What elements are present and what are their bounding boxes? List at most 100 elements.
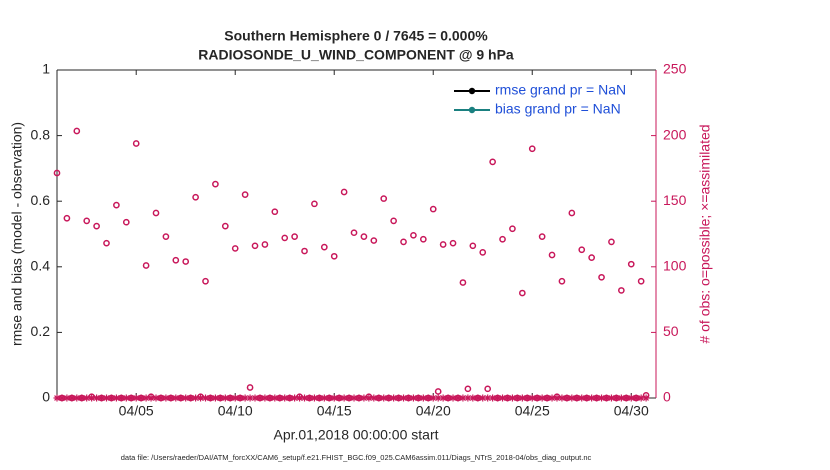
- data-point: [93, 222, 100, 230]
- data-point: [385, 394, 393, 402]
- x-axis-label: Apr.01,2018 00:00:00 start: [273, 427, 438, 443]
- data-point: [568, 394, 576, 402]
- data-point: [340, 188, 348, 196]
- data-point: [98, 394, 106, 402]
- data-point: [162, 394, 170, 402]
- data-point: [212, 180, 219, 188]
- data-point: [419, 394, 427, 402]
- data-point: [503, 394, 511, 402]
- data-point: [345, 394, 353, 402]
- data-point: [459, 394, 467, 402]
- data-point: [251, 394, 259, 402]
- data-point: [152, 209, 160, 217]
- data-point: [182, 394, 190, 402]
- y2-tick-label: 250: [663, 61, 687, 77]
- data-point: [613, 394, 620, 402]
- data-point: [187, 394, 195, 402]
- data-point: [306, 394, 313, 402]
- data-point: [622, 394, 630, 402]
- data-point: [409, 394, 417, 402]
- data-point: [226, 394, 234, 402]
- data-point: [157, 394, 165, 402]
- y-tick-label: 0.2: [31, 323, 51, 339]
- data-point: [583, 394, 591, 402]
- data-point: [177, 394, 185, 402]
- data-point: [518, 394, 526, 402]
- data-point: [192, 193, 199, 201]
- data-point: [504, 394, 511, 402]
- data-point: [335, 394, 343, 402]
- data-point: [231, 245, 239, 252]
- data-point: [509, 225, 516, 233]
- data-point: [568, 209, 576, 217]
- data-point: [385, 394, 393, 402]
- data-point: [642, 392, 650, 399]
- data-point: [286, 394, 294, 402]
- data-point: [305, 394, 313, 402]
- data-point: [310, 394, 318, 402]
- data-point: [117, 394, 125, 402]
- data-point: [449, 394, 457, 402]
- y-tick-label: 0: [42, 389, 50, 405]
- data-point: [330, 252, 338, 260]
- data-point: [301, 394, 309, 402]
- data-point: [429, 394, 437, 402]
- data-point: [113, 201, 120, 209]
- data-point: [360, 394, 368, 402]
- data-point: [296, 394, 304, 402]
- data-point: [73, 394, 81, 402]
- data-point: [598, 273, 605, 281]
- data-point: [390, 394, 398, 402]
- data-point: [533, 394, 541, 402]
- data-point: [93, 394, 101, 402]
- data-point: [593, 394, 600, 402]
- data-point: [424, 394, 432, 402]
- data-point: [53, 394, 61, 402]
- data-point: [499, 235, 506, 243]
- y2-tick-label: 50: [663, 323, 679, 339]
- data-point: [256, 394, 264, 402]
- data-point: [350, 394, 358, 402]
- data-point: [429, 205, 437, 213]
- data-point: [632, 394, 640, 402]
- data-point: [563, 394, 571, 402]
- data-point: [434, 394, 442, 402]
- data-point: [241, 394, 249, 402]
- data-point: [469, 394, 477, 402]
- data-point: [246, 394, 254, 402]
- data-point: [78, 394, 86, 402]
- data-point: [553, 394, 561, 402]
- data-point: [608, 238, 615, 246]
- data-point: [276, 394, 284, 402]
- data-point: [118, 394, 125, 402]
- data-point: [261, 394, 269, 402]
- data-point: [73, 127, 81, 135]
- data-point: [296, 393, 303, 401]
- data-point: [454, 394, 462, 402]
- data-point: [261, 241, 269, 248]
- data-point: [548, 394, 556, 402]
- data-point: [499, 394, 507, 402]
- data-point: [98, 394, 105, 402]
- data-point: [236, 394, 244, 402]
- data-point: [286, 394, 294, 402]
- data-point: [167, 394, 175, 402]
- data-point: [325, 394, 333, 402]
- data-point: [489, 394, 497, 402]
- data-point: [207, 394, 214, 402]
- data-point: [266, 394, 274, 402]
- data-point: [563, 394, 571, 402]
- footnote: data file: /Users/raeder/DAI/ATM_forcXX/…: [121, 453, 592, 462]
- data-point: [291, 394, 299, 402]
- data-point: [375, 394, 383, 402]
- data-point: [414, 394, 422, 402]
- data-point: [251, 242, 259, 250]
- data-point: [103, 239, 110, 247]
- data-point: [335, 394, 343, 402]
- data-point: [172, 394, 180, 402]
- data-point: [395, 394, 402, 402]
- data-point: [112, 394, 120, 402]
- data-point: [345, 394, 353, 402]
- data-point: [548, 251, 556, 259]
